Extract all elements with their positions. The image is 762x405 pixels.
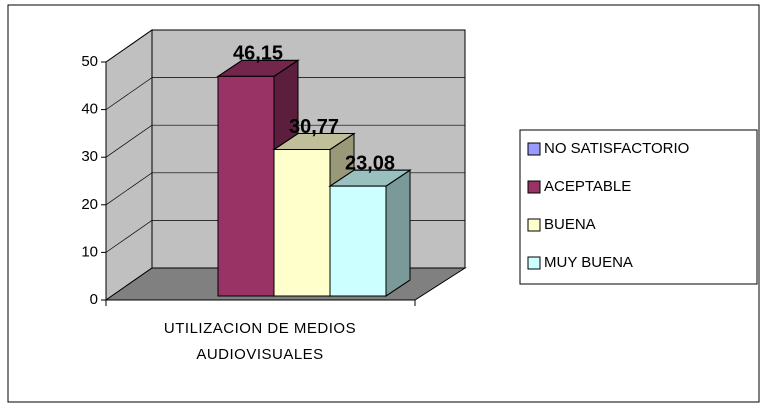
y-tick-label: 40	[81, 101, 98, 118]
grid-line	[105, 124, 465, 158]
data-label: 30,77	[289, 116, 339, 138]
legend-label: MUY BUENA	[544, 254, 633, 271]
y-tick-label: 30	[81, 148, 98, 165]
bar-face	[217, 75, 275, 297]
bar-face	[329, 185, 387, 297]
legend-label: ACEPTABLE	[544, 178, 631, 195]
y-tick-label: 0	[90, 291, 98, 308]
category-label: UTILIZACION DE MEDIOS AUDIOVISUALES	[163, 320, 357, 363]
legend-label: NO SATISFACTORIO	[544, 140, 689, 157]
grid-line	[105, 29, 465, 63]
legend-swatch	[527, 142, 541, 156]
legend-label: BUENA	[544, 216, 596, 233]
y-tick-label: 10	[81, 243, 98, 260]
side-wall	[105, 29, 153, 301]
bar-face	[273, 149, 331, 297]
legend-swatch	[527, 256, 541, 270]
bar-face	[385, 169, 411, 297]
legend-box	[519, 129, 758, 285]
bar	[328, 169, 412, 297]
legend-swatch	[527, 218, 541, 232]
grid-line	[105, 77, 465, 110]
legend-swatch	[527, 180, 541, 194]
data-label: 23,08	[345, 152, 395, 174]
y-tick-label: 20	[81, 196, 98, 213]
data-label: 46,15	[233, 43, 283, 65]
y-tick-label: 50	[81, 53, 98, 70]
